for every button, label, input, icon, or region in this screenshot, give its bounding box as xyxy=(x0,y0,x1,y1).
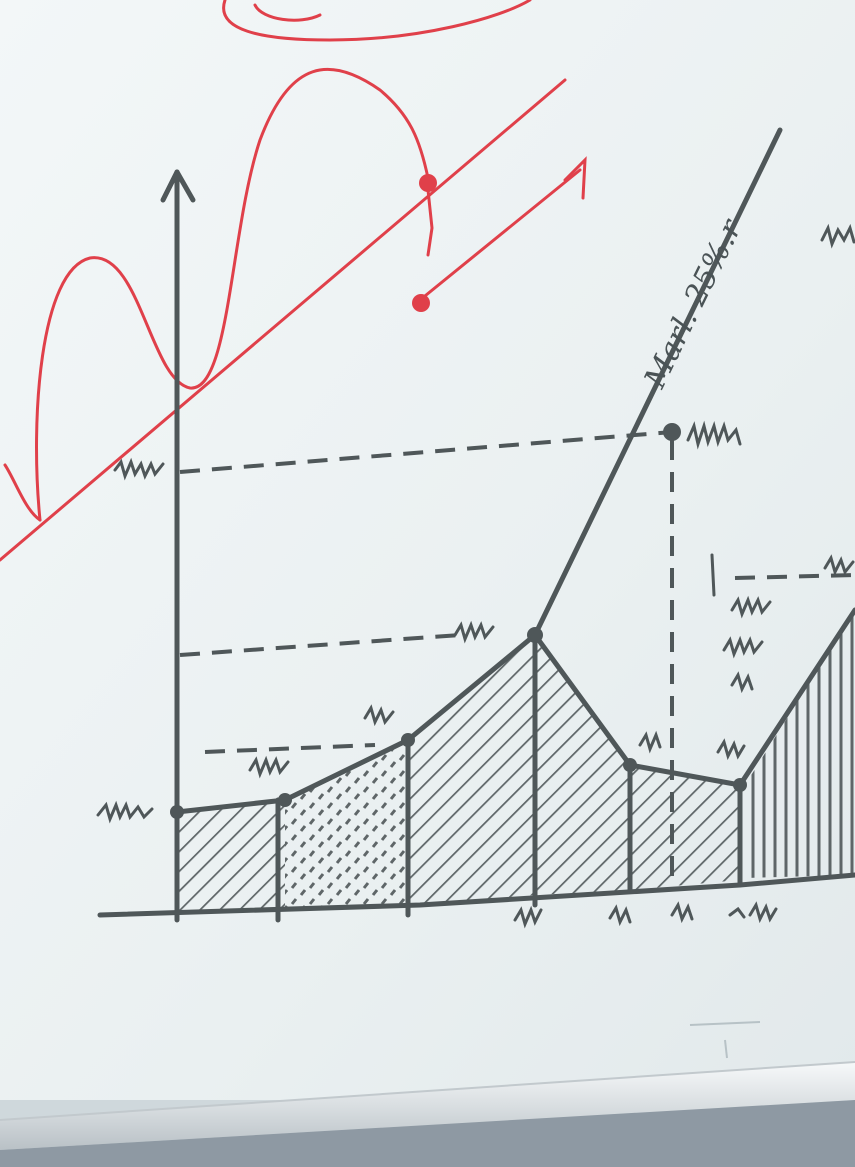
whiteboard-surface xyxy=(0,0,855,1100)
vertical-line-region xyxy=(745,610,855,878)
eraser-marks xyxy=(689,1021,761,1059)
hatched-region-2 xyxy=(408,635,535,905)
hatched-region-3 xyxy=(535,635,630,895)
y-axis-arrowhead xyxy=(160,169,196,203)
hatched-region-4 xyxy=(630,765,740,890)
red-marker-drawing xyxy=(0,0,587,562)
scribbled-labels xyxy=(96,223,855,929)
x-axis xyxy=(97,872,855,918)
wall xyxy=(0,1100,855,1167)
red-marker-dots xyxy=(412,174,437,312)
hatched-region-1 xyxy=(177,800,285,912)
dotted-region xyxy=(285,740,408,910)
steep-line xyxy=(532,127,783,638)
whiteboard-tray xyxy=(0,1062,855,1150)
curve-points xyxy=(170,423,747,819)
dashed-guides xyxy=(179,430,855,890)
